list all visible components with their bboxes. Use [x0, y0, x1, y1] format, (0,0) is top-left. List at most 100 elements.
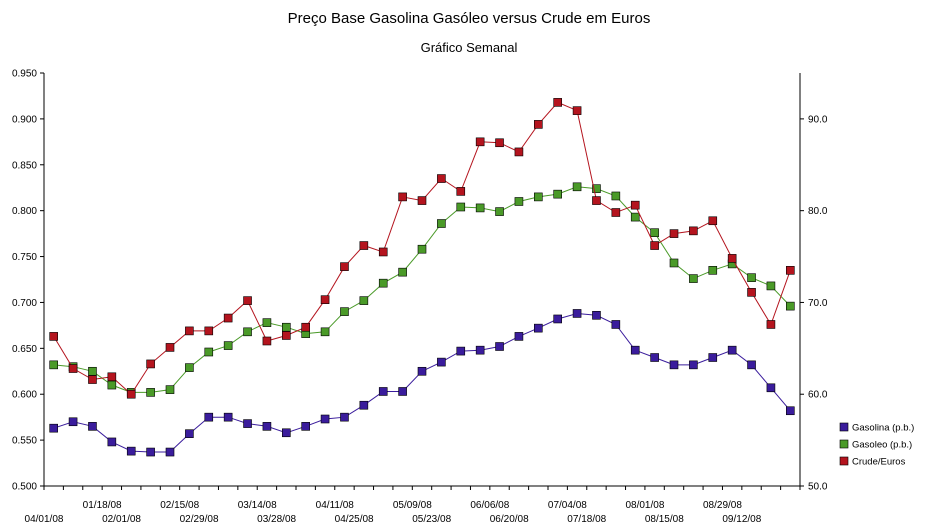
data-point — [223, 313, 233, 323]
x-tick-label: 09/12/08 — [722, 514, 761, 525]
data-point — [514, 332, 524, 341]
axes — [43, 73, 801, 487]
x-tick-label: 08/29/08 — [703, 500, 742, 511]
data-point — [689, 360, 698, 370]
data-point — [727, 345, 737, 355]
series-line — [53, 312, 791, 453]
right-axis-ticks: 50.0 60.0 70.0 80.0 90.0 — [800, 114, 828, 493]
data-point — [378, 247, 388, 257]
data-point — [68, 364, 78, 373]
x-tick-label: 08/01/08 — [625, 500, 664, 511]
data-point — [747, 360, 756, 370]
left-tick-label: 0.650 — [12, 344, 37, 355]
x-tick-label: 07/18/08 — [567, 514, 606, 525]
data-point — [514, 147, 524, 157]
data-point — [534, 120, 543, 129]
series-layer — [49, 98, 795, 457]
data-point — [475, 137, 485, 147]
data-point — [165, 447, 175, 457]
left-tick-label: 0.750 — [12, 252, 37, 263]
data-point — [572, 309, 582, 318]
right-tick-label: 60.0 — [808, 390, 828, 401]
data-point — [107, 380, 117, 390]
data-point — [107, 372, 117, 382]
data-point — [747, 288, 756, 297]
data-point — [398, 267, 407, 277]
data-point — [475, 203, 485, 213]
data-point — [301, 422, 310, 431]
data-point — [611, 191, 621, 201]
left-axis-ticks: 0.500 0.550 0.600 0.650 0.700 0.750 0.800 0.850… — [12, 69, 44, 493]
data-point — [49, 423, 58, 433]
data-point — [88, 375, 97, 384]
left-tick-label: 0.850 — [12, 160, 37, 171]
x-tick-label: 05/23/08 — [412, 514, 451, 525]
data-point — [456, 202, 466, 212]
data-point — [708, 353, 718, 362]
data-point — [68, 417, 78, 427]
data-point — [262, 318, 272, 327]
left-tick-label: 0.600 — [12, 390, 37, 401]
data-point — [340, 262, 349, 271]
data-point — [495, 138, 504, 148]
left-tick-label: 0.950 — [12, 69, 37, 80]
x-tick-label: 04/11/08 — [316, 500, 355, 511]
data-point — [146, 359, 155, 369]
x-tick-label: 03/28/08 — [257, 514, 296, 525]
data-point — [378, 387, 388, 396]
x-tick-label: 02/01/08 — [102, 514, 141, 525]
data-point — [650, 241, 659, 250]
data-point — [49, 360, 58, 370]
data-point — [534, 323, 543, 333]
data-point — [708, 266, 718, 275]
data-point — [107, 437, 117, 447]
x-tick-label: 05/09/08 — [393, 500, 432, 511]
data-point — [262, 422, 272, 431]
data-point — [669, 360, 679, 370]
data-point — [340, 412, 349, 422]
data-point — [243, 296, 252, 305]
legend: Gasolina (p.b.) Gasoleo (p.b.) Crude/Euros — [839, 422, 914, 468]
data-point — [437, 219, 446, 228]
data-point — [165, 385, 175, 394]
data-point — [553, 314, 562, 324]
data-point — [185, 326, 194, 336]
data-point — [88, 366, 97, 376]
chart-subtitle: Gráfico Semanal — [421, 40, 518, 55]
x-tick-label: 06/20/08 — [490, 514, 529, 525]
data-point — [243, 327, 252, 337]
left-tick-label: 0.700 — [12, 298, 37, 309]
data-point — [475, 345, 485, 355]
data-point — [320, 295, 330, 304]
legend-swatch — [839, 456, 849, 466]
data-point — [611, 320, 621, 329]
data-point — [592, 310, 601, 320]
data-point — [572, 106, 582, 115]
data-point — [126, 446, 136, 456]
data-point — [786, 301, 795, 311]
data-point — [223, 412, 233, 422]
data-point — [572, 182, 582, 192]
data-point — [514, 197, 524, 206]
right-tick-label: 90.0 — [808, 114, 828, 125]
data-point — [766, 320, 776, 329]
data-point — [417, 244, 427, 254]
data-point — [359, 400, 369, 410]
x-tick-label: 07/04/08 — [548, 500, 587, 511]
x-tick-label: 03/14/08 — [238, 500, 277, 511]
data-point — [185, 429, 194, 438]
data-point — [747, 273, 756, 282]
left-tick-label: 0.500 — [12, 482, 37, 493]
data-point — [243, 419, 252, 428]
data-point — [592, 184, 601, 193]
data-point — [204, 347, 214, 357]
x-tick-label: 06/06/08 — [470, 500, 509, 511]
legend-swatch — [839, 422, 849, 432]
data-point — [553, 98, 562, 107]
x-axis-ticks: 01/18/08 02/15/08 03/14/08 04/11/08 05/09/08… — [25, 486, 801, 525]
data-point — [204, 326, 214, 336]
x-tick-label: 04/25/08 — [335, 514, 374, 525]
data-point — [165, 343, 175, 352]
data-point — [669, 229, 679, 238]
